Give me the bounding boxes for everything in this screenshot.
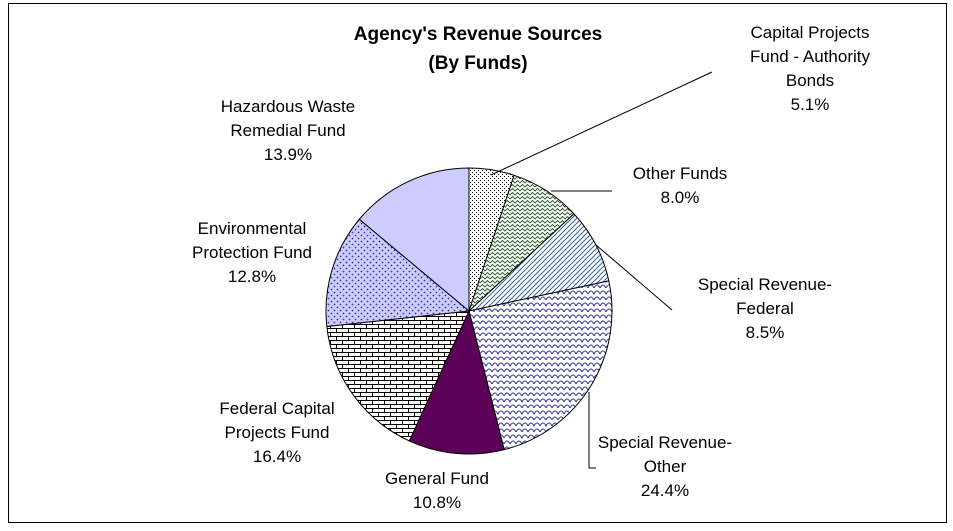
slice-name-label: Special Revenue-	[698, 275, 832, 294]
slice-name-label: Hazardous Waste	[221, 97, 355, 116]
pie-slice-hazardous-waste-remedial-fund	[358, 167, 470, 313]
slice-percent-label: 8.0%	[661, 188, 700, 207]
slice-labels: Capital Projects Fund - Authority Bonds 5.1…	[192, 23, 871, 512]
slice-name-label: Protection Fund	[192, 243, 312, 262]
chart-title-line-2: (By Funds)	[428, 53, 527, 74]
slice-percent-label: 13.9%	[264, 145, 312, 164]
slice-percent-label: 16.4%	[253, 447, 301, 466]
pie-slice-federal-capital-projects-fund	[326, 310, 470, 442]
leader-line	[490, 71, 713, 176]
chart-title-line-1: Agency's Revenue Sources	[354, 24, 602, 45]
slice-percent-label: 5.1%	[791, 95, 830, 114]
slice-name-label: Other Funds	[633, 164, 728, 183]
slice-percent-label: 12.8%	[228, 267, 276, 286]
slice-name-label: Other	[644, 457, 687, 476]
slice-name-label: Projects Fund	[225, 423, 330, 442]
leader-lines	[490, 71, 713, 469]
slice-name-label: Special Revenue-	[598, 433, 732, 452]
pie-slices	[325, 167, 613, 455]
slice-name-label: Environmental	[198, 219, 307, 238]
slice-name-label: Bonds	[786, 71, 834, 90]
slice-percent-label: 24.4%	[641, 481, 689, 500]
leader-line	[595, 244, 673, 311]
slice-name-label: Federal Capital	[219, 399, 334, 418]
slice-name-label: Remedial Fund	[230, 121, 345, 140]
slice-name-label: Federal	[736, 299, 794, 318]
pie-slice-general-fund	[408, 309, 505, 455]
slice-percent-label: 10.8%	[413, 493, 461, 512]
pie-slice-special-revenue-other	[468, 280, 613, 451]
slice-name-label: General Fund	[385, 469, 489, 488]
slice-name-label: Fund - Authority	[750, 47, 871, 66]
slice-name-label: Capital Projects	[750, 23, 869, 42]
slice-percent-label: 8.5%	[746, 323, 785, 342]
pie-slice-environmental-protection-fund	[325, 218, 471, 328]
leader-line	[588, 392, 596, 469]
